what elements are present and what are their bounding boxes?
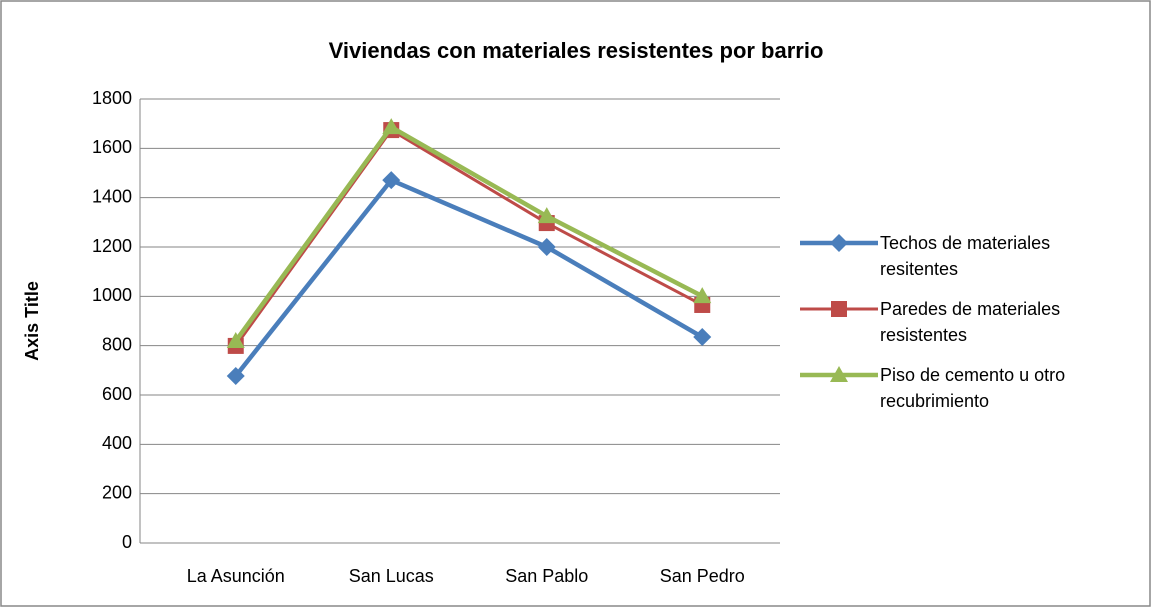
legend-label: Techos de materiales resitentes: [880, 233, 1051, 279]
marker: [226, 367, 245, 386]
marker: [830, 234, 848, 252]
x-tick-label: La Asunción: [187, 566, 285, 586]
legend-label: Piso de cemento u otro recubrimiento: [880, 365, 1066, 411]
marker: [382, 118, 401, 135]
chart-title: Viviendas con materiales resistentes por…: [329, 38, 824, 63]
y-tick-label: 200: [102, 482, 132, 502]
series-line: [233, 124, 704, 343]
marker: [537, 207, 556, 224]
y-tick-label: 1000: [92, 285, 132, 305]
x-tick-label: San Pablo: [505, 566, 588, 586]
series-line: [234, 128, 703, 347]
legend-label: Paredes de materiales resistentes: [880, 299, 1061, 345]
y-tick-label: 600: [102, 384, 132, 404]
marker: [382, 171, 401, 190]
y-tick-label: 0: [122, 532, 132, 552]
marker: [693, 328, 712, 347]
y-tick-label: 1800: [92, 88, 132, 108]
y-tick-label: 800: [102, 334, 132, 354]
marker: [831, 301, 847, 317]
marker: [693, 287, 712, 304]
series-line: [233, 177, 704, 378]
marker: [226, 331, 245, 348]
marker: [537, 238, 556, 256]
x-tick-label: San Pedro: [660, 566, 745, 586]
y-axis-title: Axis Title: [22, 281, 42, 361]
y-tick-label: 400: [102, 433, 132, 453]
y-tick-label: 1200: [92, 236, 132, 256]
marker: [830, 366, 848, 382]
y-tick-label: 1400: [92, 186, 132, 206]
y-tick-label: 1600: [92, 137, 132, 157]
x-tick-label: San Lucas: [349, 566, 434, 586]
